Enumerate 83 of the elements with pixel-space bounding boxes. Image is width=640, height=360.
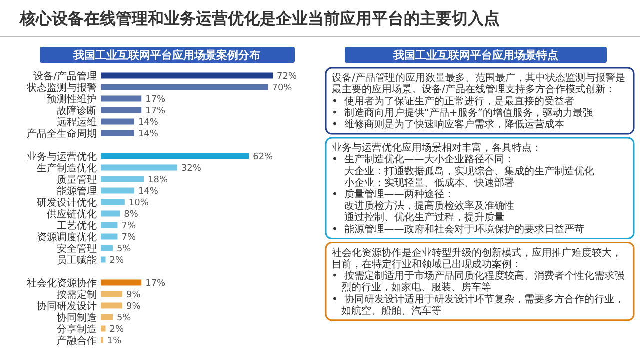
y-tick-label: 产品全生命周期 [27,128,97,140]
text: 小企业：实现轻量、低成本、快速部署 [332,176,515,189]
text: • 能源管理——政府和社会对于环境保护的要求日益严苛 [332,223,584,236]
data-label: 2% [110,256,125,266]
bar [101,96,142,102]
bar [101,153,250,160]
y-tick-label: 质量管理 [57,174,97,186]
bar [101,302,122,309]
y-tick-label: 分享制造 [57,323,97,336]
data-label: 17% [146,95,166,106]
y-tick-label: 协同制造 [57,312,97,324]
text: 业务与运营优化应用场景相对丰富，各具特点： [332,142,542,154]
bar [101,256,106,263]
data-label: 18% [148,176,168,186]
data-label: 70% [272,84,293,94]
y-tick-label: 远程运维 [57,116,97,128]
text: • 使用者为了保证生产的正常进行，是最直接的受益者 [332,95,574,108]
y-tick-label: 社会化资源协作 [27,277,97,290]
data-label: 14% [138,130,159,140]
y-tick-label: 供应链优化 [47,208,97,220]
data-label: 5% [116,244,132,255]
bar [101,84,268,90]
bar [101,118,134,125]
bar [101,280,142,286]
text: • 按需定制适用于市场产品同质化程度较高、消费者个性化需求强烈的行业，如家电、服装、房车等 [332,270,624,294]
text: • 维修商则是为了快速响应客户需求，降低运营成本 [332,118,564,130]
data-label: 2% [110,325,125,336]
bar [101,222,118,228]
bar [101,245,113,252]
data-label: 32% [181,164,202,174]
bar [101,188,134,194]
data-label: 5% [116,314,132,324]
text: • 质量管理——两种途径： [332,188,454,200]
bar [101,107,142,114]
y-tick-label: 状态监测与报警 [26,82,97,94]
y-tick-label: 设备/产品管理 [34,70,97,82]
data-label: 10% [128,198,150,209]
text: 设备/产品管理的应用数量最多、范围最广，其中状态监测与报警是最主要的应用场景。设备/产品在线管理支持多方合作模式创新： [332,72,626,96]
bar [101,314,113,320]
y-tick-label: 协同研发设计 [37,300,97,312]
text: 社会化资源协作是企业转型升级的创新模式，应用推广难度较大，目前，在特定行业和领域已出现成功案例： [332,246,622,270]
y-tick-label: 产融合作 [57,334,97,347]
bar [101,164,178,171]
chart-title: 核心设备在线管理和业务运营优化是企业当前应用平台的主要切入点 [19,9,500,28]
bar [101,176,144,182]
data-label: 9% [126,302,142,312]
data-label: 1% [107,336,122,347]
bar [101,199,125,206]
data-label: 72% [277,72,298,82]
y-tick-label: 安全管理 [57,242,97,255]
bar [101,291,122,298]
text: • 协同研发设计适用于研发设计环节复杂，需要多方合作的行业，如航空、船舶、汽车等 [332,293,624,317]
y-tick-label: 按需定制 [57,288,97,301]
chart-subtitle: 我国工业互联网平台应用场景案例分布 [72,49,260,62]
data-label: 7% [122,233,136,244]
bar [101,72,273,79]
bar [101,326,106,332]
text: 通过控制、优化生产过程，提升质量 [332,212,505,224]
data-label: 62% [253,152,274,163]
text: 大企业：打通数据孤岛，实现综合、集成的生产制造优化 [332,165,595,178]
y-tick-label: 业务与运营优化 [27,150,97,163]
y-tick-label: 员工赋能 [57,254,97,266]
data-label: 17% [146,106,166,117]
data-label: 8% [124,210,139,220]
y-tick-label: 能源管理 [57,185,97,198]
y-tick-label: 故障诊断 [57,104,97,117]
data-label: 17% [146,279,166,290]
bar [101,234,118,240]
data-label: 14% [138,118,159,128]
data-label: 9% [126,290,142,301]
y-tick-label: 工艺优化 [57,220,97,232]
data-label: 14% [138,187,159,198]
y-tick-label: 生产制造优化 [37,162,97,174]
text: 改进质检方法，提高质检效率及准确性 [332,200,515,212]
text: 我国工业互联网平台应用场景特点 [392,49,558,62]
y-tick-label: 研发设计优化 [37,196,97,209]
y-tick-label: 预测性维护 [47,93,97,106]
text: • 生产制造优化——大小企业路径不同： [332,154,514,166]
bar [101,130,134,136]
y-tick-label: 资源调度优化 [37,231,97,244]
bar [101,210,120,217]
data-label: 7% [122,222,136,232]
text: • 制造商向用户提供“产品+服务”的增值服务，驱动力最强 [332,106,593,119]
